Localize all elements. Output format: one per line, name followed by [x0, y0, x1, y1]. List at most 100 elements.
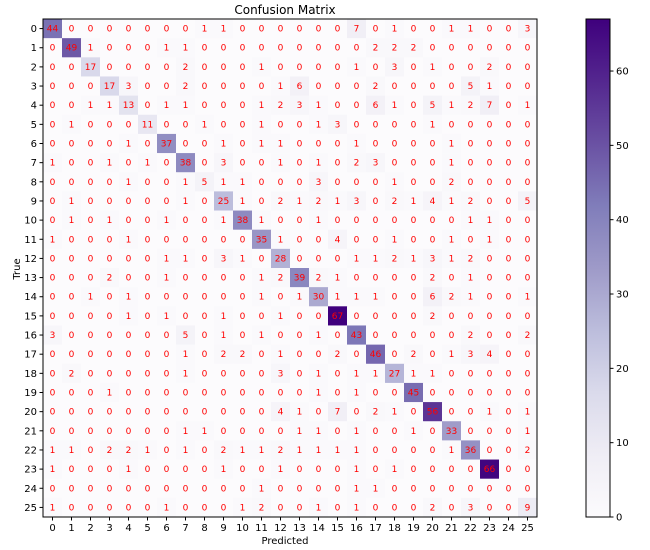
cell-value-label: 0 [145, 503, 151, 513]
cell-value-label: 1 [145, 446, 151, 456]
cell-value-label: 43 [351, 331, 362, 341]
cell-value-label: 1 [316, 331, 322, 341]
heatmap-cell [309, 210, 329, 230]
heatmap-cell [252, 287, 272, 307]
heatmap-cell [309, 440, 329, 460]
cell-value-label: 0 [259, 408, 265, 418]
cell-value-label: 0 [164, 63, 170, 73]
heatmap-cell [423, 497, 443, 518]
heatmap-cell [252, 19, 272, 39]
cell-value-label: 0 [145, 274, 151, 284]
cell-value-label: 0 [240, 25, 246, 35]
cell-value-label: 2 [278, 274, 284, 284]
heatmap-cell [271, 402, 291, 422]
cell-value-label: 0 [259, 254, 265, 264]
cell-value-label: 0 [449, 331, 455, 341]
cell-value-label: 0 [297, 235, 303, 245]
heatmap-cell [461, 19, 481, 39]
heatmap-cell [43, 114, 63, 135]
cell-value-label: 1 [107, 101, 113, 111]
heatmap-cell [309, 114, 329, 135]
cell-value-label: 0 [373, 25, 379, 35]
x-tick-label: 16 [350, 523, 363, 534]
cell-value-label: 1 [354, 465, 360, 475]
cell-value-label: 0 [525, 159, 531, 169]
heatmap-cell [423, 210, 443, 230]
cell-value-label: 0 [278, 331, 284, 341]
cell-value-label: 1 [240, 446, 246, 456]
heatmap-cell [157, 497, 177, 518]
cell-value-label: 0 [69, 503, 75, 513]
heatmap-cell [176, 478, 196, 499]
cell-value-label: 1 [430, 120, 436, 130]
heatmap-cell [480, 382, 500, 403]
cell-value-label: 0 [88, 446, 94, 456]
cell-value-label: 0 [107, 503, 113, 513]
heatmap-cell [309, 229, 329, 250]
heatmap-cell [81, 402, 101, 422]
cell-value-label: 1 [259, 274, 265, 284]
heatmap-cell [480, 19, 500, 39]
cell-value-label: 0 [335, 140, 341, 150]
cell-value-label: 0 [202, 159, 208, 169]
heatmap-cell [81, 210, 101, 230]
heatmap-cell [404, 229, 424, 250]
cell-value-label: 0 [164, 178, 170, 188]
cell-value-label: 0 [430, 140, 436, 150]
cell-value-label: 0 [88, 408, 94, 418]
heatmap-cell [81, 325, 101, 345]
heatmap-cell [461, 248, 481, 269]
heatmap-cell [176, 402, 196, 422]
cell-value-label: 0 [221, 369, 227, 379]
heatmap-cell [214, 382, 234, 403]
cell-value-label: 1 [297, 427, 303, 437]
cell-value-label: 1 [164, 274, 170, 284]
cell-value-label: 0 [335, 389, 341, 399]
heatmap-cell [100, 229, 120, 250]
heatmap-cell [176, 268, 196, 288]
heatmap-cell [385, 268, 405, 288]
heatmap-cell [176, 440, 196, 460]
cell-value-label: 1 [316, 446, 322, 456]
cell-value-label: 0 [335, 369, 341, 379]
heatmap-cell [138, 363, 158, 384]
heatmap-cell [252, 38, 272, 58]
heatmap-cell [499, 114, 519, 135]
heatmap-cell [271, 287, 291, 307]
heatmap-cell [138, 210, 158, 230]
heatmap-cell [442, 153, 462, 173]
cell-value-label: 0 [50, 197, 56, 207]
heatmap-cell [442, 325, 462, 345]
cell-value-label: 2 [430, 312, 436, 322]
heatmap-cell [157, 268, 177, 288]
cell-value-label: 2 [449, 178, 455, 188]
heatmap-cell [100, 172, 120, 192]
cell-value-label: 3 [468, 350, 474, 360]
y-tick-label: 20 [24, 407, 37, 418]
cell-value-label: 0 [126, 120, 132, 130]
cell-value-label: 0 [297, 25, 303, 35]
cell-value-label: 0 [411, 82, 417, 92]
cell-value-label: 56 [427, 408, 439, 418]
heatmap-cell [252, 325, 272, 345]
heatmap-cell [328, 459, 348, 479]
heatmap-cell [404, 191, 424, 211]
heatmap-cell [62, 459, 82, 479]
heatmap-cell [499, 459, 519, 479]
heatmap-cell [461, 153, 481, 173]
heatmap-cell [499, 478, 519, 499]
cell-value-label: 1 [449, 101, 455, 111]
cell-value-label: 0 [164, 389, 170, 399]
colorbar-ticks: 0 10 20 30 40 50 60 [610, 67, 629, 524]
cell-value-label: 1 [354, 427, 360, 437]
heatmap-cell [214, 306, 234, 326]
cell-value-label: 0 [487, 331, 493, 341]
heatmap-cell [176, 76, 196, 96]
cell-value-label: 0 [297, 216, 303, 226]
heatmap-cell [100, 497, 120, 518]
cell-value-label: 0 [107, 331, 113, 341]
cell-value-label: 0 [354, 235, 360, 245]
heatmap-cell [347, 191, 367, 211]
heatmap-cell [176, 459, 196, 479]
cell-value-label: 0 [392, 331, 398, 341]
